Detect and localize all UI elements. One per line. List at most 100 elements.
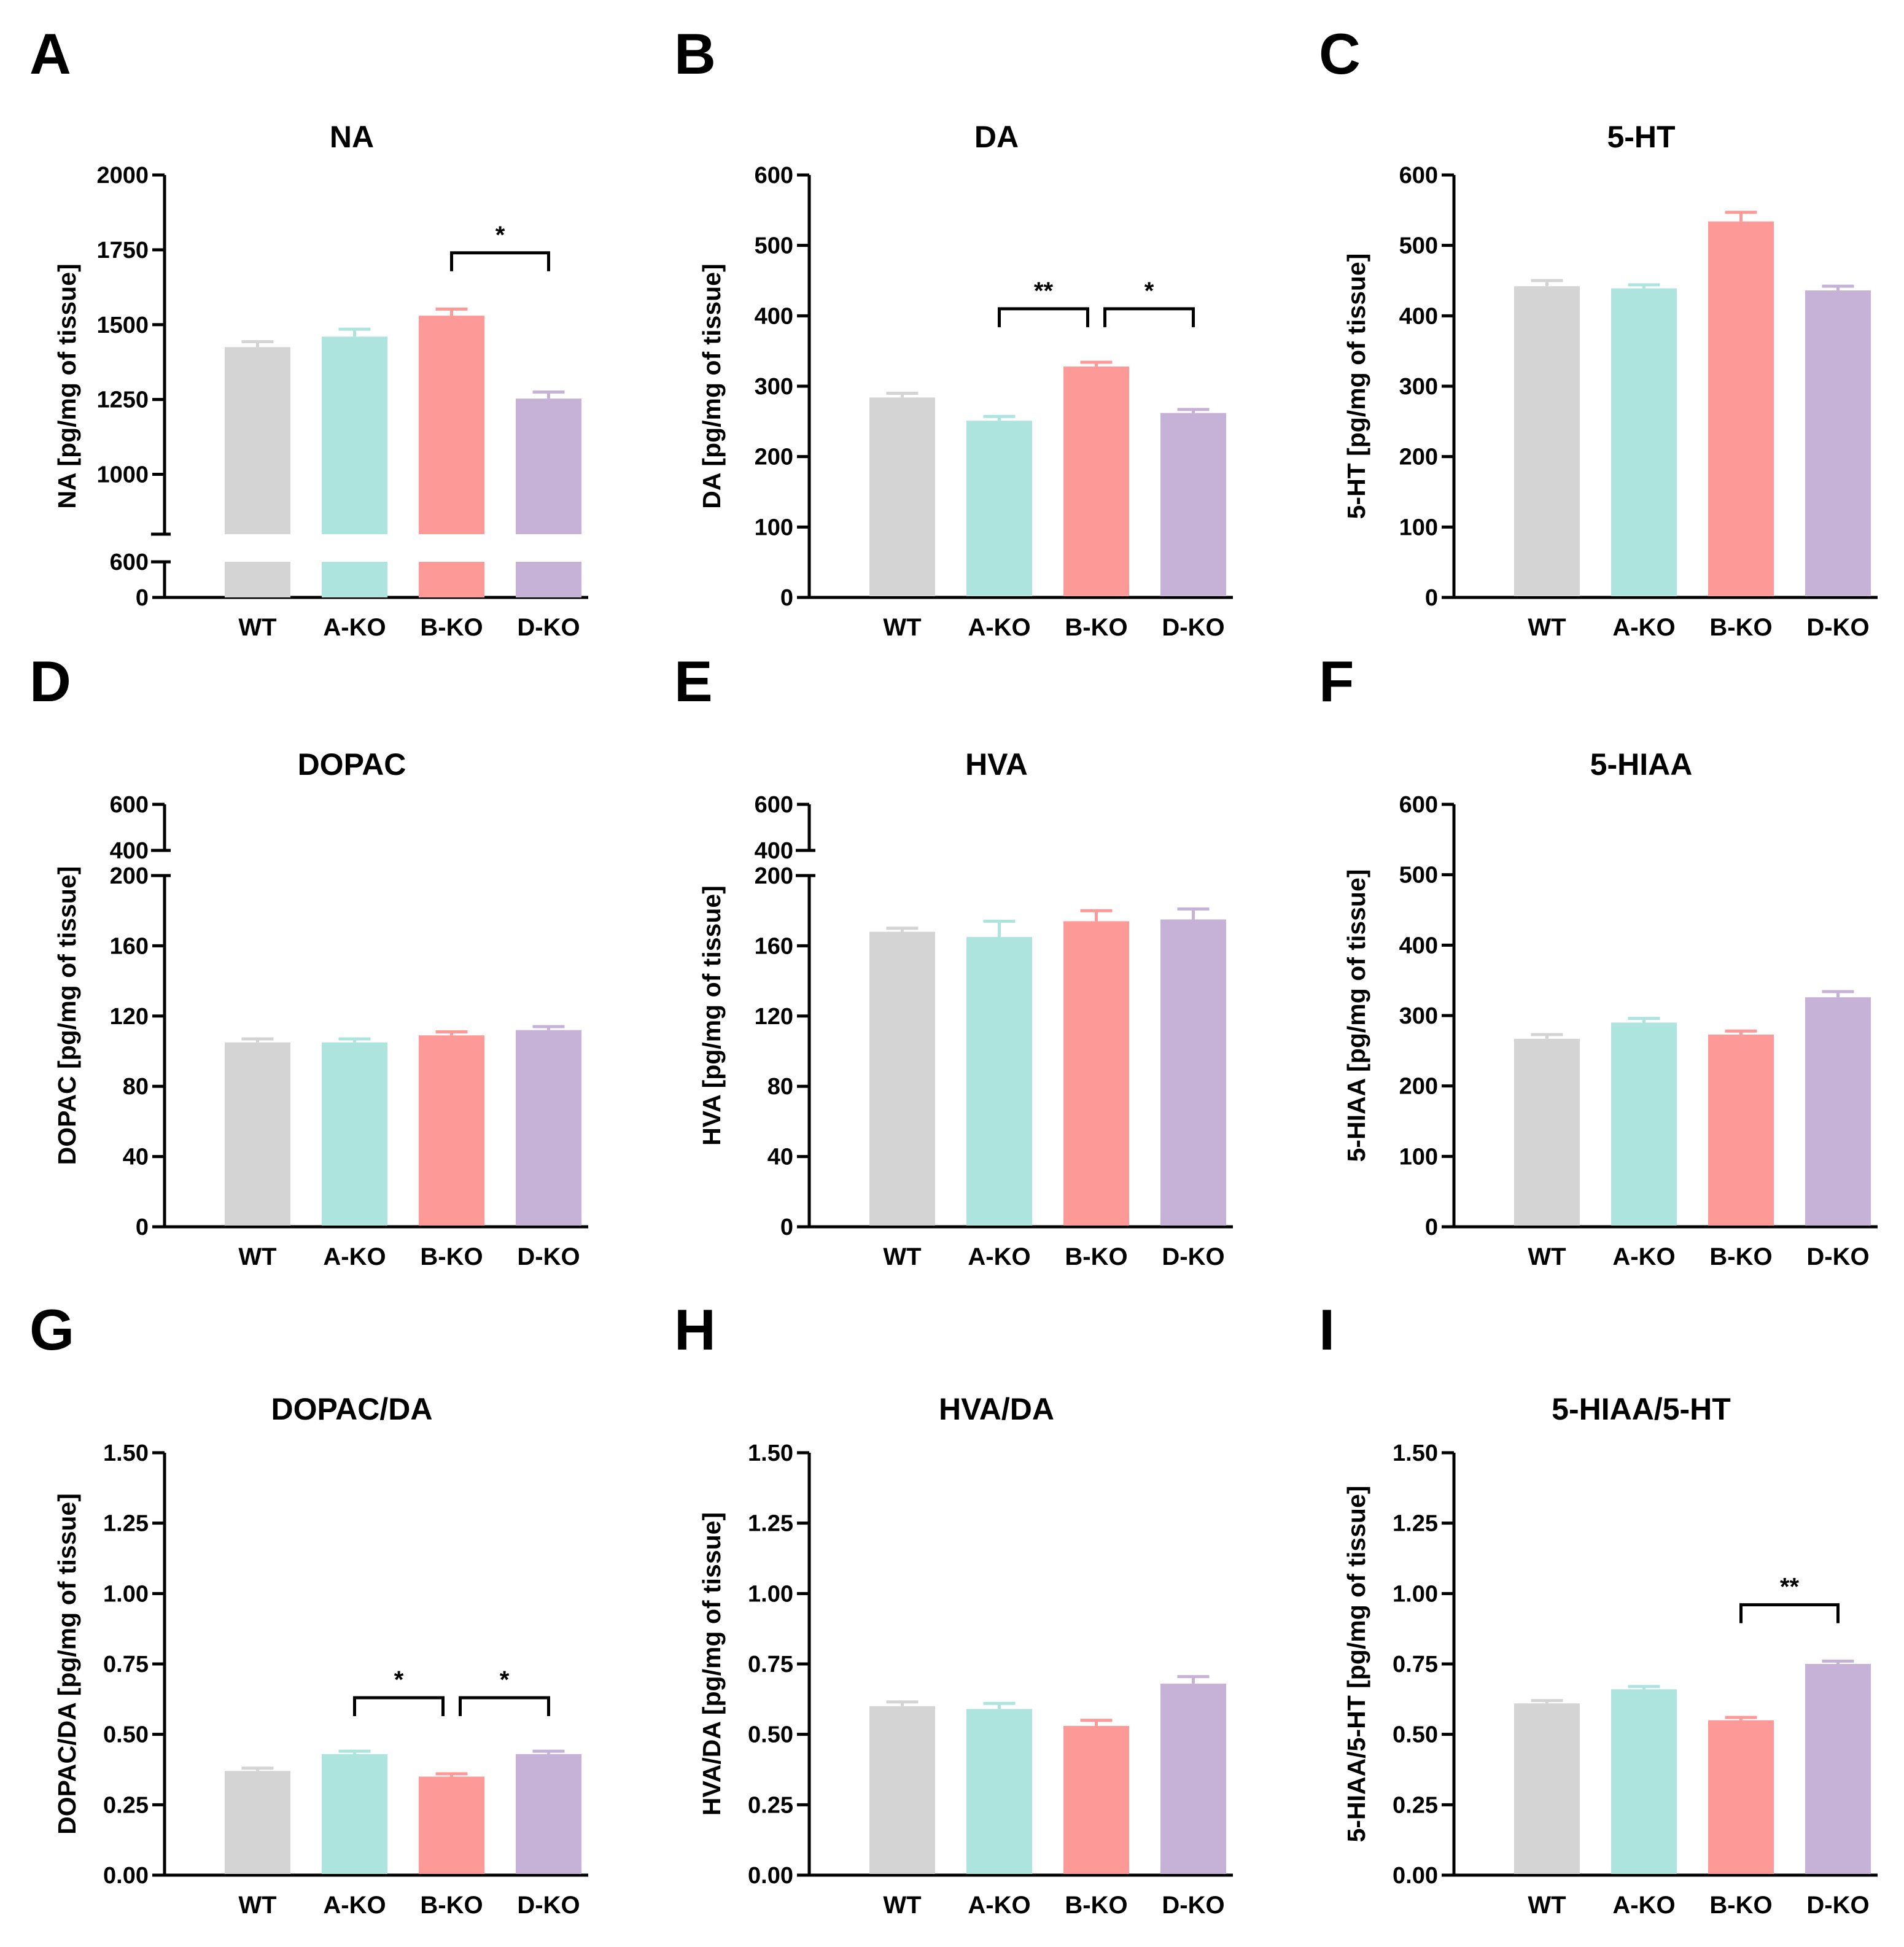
chart-title: 5-HIAA/5-HT bbox=[1552, 1392, 1731, 1426]
y-tick-label: 80 bbox=[123, 1074, 149, 1100]
bar bbox=[322, 336, 387, 534]
significance-label: ** bbox=[1780, 1574, 1800, 1601]
y-tick-label: 400 bbox=[755, 838, 793, 864]
y-tick-label: 0.25 bbox=[1393, 1792, 1438, 1818]
bar bbox=[516, 562, 581, 597]
x-tick-label: A-KO bbox=[968, 614, 1030, 641]
y-tick-label: 40 bbox=[123, 1144, 149, 1170]
x-tick-label: D-KO bbox=[517, 614, 580, 641]
x-tick-label: B-KO bbox=[1065, 614, 1127, 641]
bar bbox=[1805, 1664, 1871, 1874]
x-tick-label: WT bbox=[1528, 614, 1566, 641]
bar bbox=[1708, 1034, 1774, 1226]
y-tick-label: 1250 bbox=[96, 387, 149, 413]
x-tick-label: WT bbox=[883, 1892, 921, 1919]
x-tick-label: B-KO bbox=[1709, 614, 1772, 641]
bar bbox=[1063, 921, 1129, 1226]
chart-title: HVA/DA bbox=[939, 1392, 1054, 1426]
y-tick-label: 600 bbox=[755, 163, 793, 188]
y-tick-label: 1500 bbox=[96, 313, 149, 338]
significance-label: * bbox=[500, 1666, 510, 1693]
x-tick-label: B-KO bbox=[1709, 1892, 1772, 1919]
panel-I: I 5-HIAA/5-HT 5-HIAA/5-HT [pg/mg of tissue… bbox=[1319, 1297, 1878, 1919]
panel-H: H HVA/DA HVA/DA [pg/mg of tissue] 0.00 0.25 0… bbox=[674, 1297, 1233, 1919]
bar bbox=[1514, 1703, 1580, 1874]
y-tick-label: 0 bbox=[136, 1214, 149, 1240]
panel-letter: B bbox=[674, 21, 716, 86]
y-tick-label: 600 bbox=[1399, 163, 1438, 188]
y-tick-label: 2000 bbox=[96, 163, 149, 188]
y-tick-label: 200 bbox=[110, 863, 149, 889]
y-tick-label: 500 bbox=[1399, 233, 1438, 259]
y-tick-label: 500 bbox=[1399, 863, 1438, 888]
bar bbox=[1708, 221, 1774, 596]
y-axis-label: 5-HT [pg/mg of tissue] bbox=[1342, 254, 1370, 519]
panel-letter: A bbox=[29, 21, 71, 86]
y-tick-label: 200 bbox=[1399, 1074, 1438, 1100]
bar bbox=[225, 1771, 290, 1874]
y-axis-label: DOPAC [pg/mg of tissue] bbox=[53, 866, 81, 1165]
x-tick-label: D-KO bbox=[517, 1892, 580, 1919]
x-tick-label: D-KO bbox=[1162, 1243, 1224, 1270]
y-tick-label: 40 bbox=[767, 1144, 793, 1170]
chart-title: HVA bbox=[965, 747, 1028, 782]
panel-letter: G bbox=[29, 1297, 74, 1362]
x-tick-label: A-KO bbox=[968, 1892, 1030, 1919]
y-tick-label: 0 bbox=[136, 585, 149, 611]
significance-label: * bbox=[495, 222, 505, 249]
panel-G: G DOPAC/DA DOPAC/DA [pg/mg of tissue] 0.00 0… bbox=[29, 1297, 588, 1919]
bar bbox=[1805, 997, 1871, 1226]
x-tick-label: WT bbox=[238, 614, 276, 641]
y-tick-label: 0.50 bbox=[103, 1722, 149, 1748]
significance-bracket bbox=[450, 251, 550, 271]
x-tick-label: D-KO bbox=[1806, 1243, 1869, 1270]
y-tick-label: 200 bbox=[1399, 445, 1438, 470]
significance-bracket bbox=[353, 1696, 445, 1717]
panel-letter: F bbox=[1319, 649, 1354, 713]
panel-C: C 5-HT 5-HT [pg/mg of tissue] 0 100 200 300 400… bbox=[1319, 21, 1878, 641]
y-tick-label: 400 bbox=[110, 838, 149, 864]
bar bbox=[869, 931, 935, 1226]
y-tick-label: 400 bbox=[1399, 933, 1438, 958]
panel-E: E HVA HVA [pg/mg of tissue] 0 40 80 120 160 2004… bbox=[674, 649, 1233, 1270]
y-tick-label: 120 bbox=[755, 1004, 793, 1030]
y-tick-label: 0.25 bbox=[748, 1792, 793, 1818]
y-tick-label: 0.25 bbox=[103, 1792, 149, 1818]
y-tick-label: 0 bbox=[1425, 1214, 1438, 1240]
chart-title: 5-HT bbox=[1607, 120, 1675, 154]
significance-bracket bbox=[1103, 307, 1195, 327]
significance-label: * bbox=[1144, 278, 1154, 305]
y-axis-label: DA [pg/mg of tissue] bbox=[697, 263, 726, 508]
y-tick-label: 600 bbox=[755, 792, 793, 818]
y-tick-label: 300 bbox=[755, 374, 793, 400]
x-tick-label: D-KO bbox=[1806, 614, 1869, 641]
bar bbox=[419, 562, 484, 597]
bar bbox=[1063, 1725, 1129, 1874]
y-tick-label: 1.25 bbox=[103, 1511, 149, 1537]
y-tick-label: 400 bbox=[1399, 303, 1438, 329]
y-tick-label: 0.00 bbox=[748, 1863, 793, 1889]
y-axis-label: DOPAC/DA [pg/mg of tissue] bbox=[53, 1493, 81, 1835]
x-tick-label: B-KO bbox=[420, 1243, 483, 1270]
y-tick-label: 0 bbox=[1425, 585, 1438, 611]
chart-title: DA bbox=[974, 120, 1019, 154]
significance-label: ** bbox=[1034, 278, 1054, 305]
bar bbox=[322, 562, 387, 597]
panel-D: D DOPAC DOPAC [pg/mg of tissue] 0 40 80 120 160… bbox=[29, 649, 588, 1270]
bar bbox=[225, 347, 290, 534]
y-axis-label: 5-HIAA/5-HT [pg/mg of tissue] bbox=[1342, 1486, 1370, 1843]
y-tick-label: 0.50 bbox=[1393, 1722, 1438, 1748]
bar bbox=[1611, 1689, 1677, 1874]
bar bbox=[1611, 288, 1677, 596]
chart-title: DOPAC bbox=[298, 747, 406, 782]
bar bbox=[516, 1030, 581, 1226]
chart-title: NA bbox=[330, 120, 374, 154]
bar bbox=[419, 316, 484, 534]
bar bbox=[516, 398, 581, 534]
bar bbox=[322, 1042, 387, 1226]
y-tick-label: 300 bbox=[1399, 374, 1438, 400]
x-tick-label: A-KO bbox=[1612, 614, 1675, 641]
y-tick-label: 1.50 bbox=[103, 1440, 149, 1466]
x-tick-label: A-KO bbox=[1612, 1243, 1675, 1270]
